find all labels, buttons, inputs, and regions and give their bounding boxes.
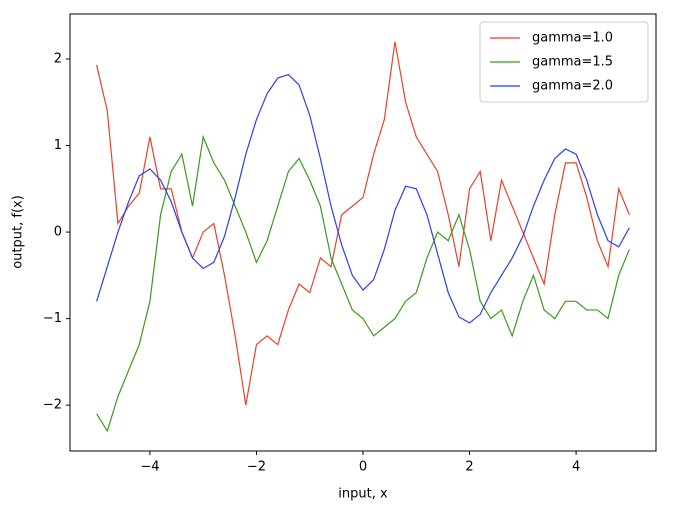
y-tick-label: 0 <box>54 225 62 240</box>
legend-label: gamma=1.5 <box>532 55 613 70</box>
legend-box <box>479 21 649 103</box>
y-axis-label: output, f(x) <box>11 195 26 269</box>
data-line <box>96 73 630 324</box>
y-tick-label: −1 <box>43 311 62 326</box>
legend-label: gamma=2.0 <box>532 79 613 94</box>
legend-label: gamma=1.0 <box>532 31 613 46</box>
data-line <box>96 134 630 433</box>
x-tick-label: 4 <box>572 460 580 475</box>
legend: gamma=1.0 gamma=1.5 gamma=2.0 <box>479 21 649 103</box>
x-axis-label: input, x <box>338 487 388 502</box>
y-tick-label: −2 <box>43 398 62 413</box>
x-tick-label: −4 <box>140 460 159 475</box>
plot-frame <box>69 13 657 452</box>
x-tick-label: 0 <box>359 460 367 475</box>
x-tick-label: 2 <box>465 460 473 475</box>
x-tick-label: −2 <box>247 460 266 475</box>
y-tick-label: 2 <box>54 51 62 66</box>
y-tick-label: 1 <box>54 138 62 153</box>
